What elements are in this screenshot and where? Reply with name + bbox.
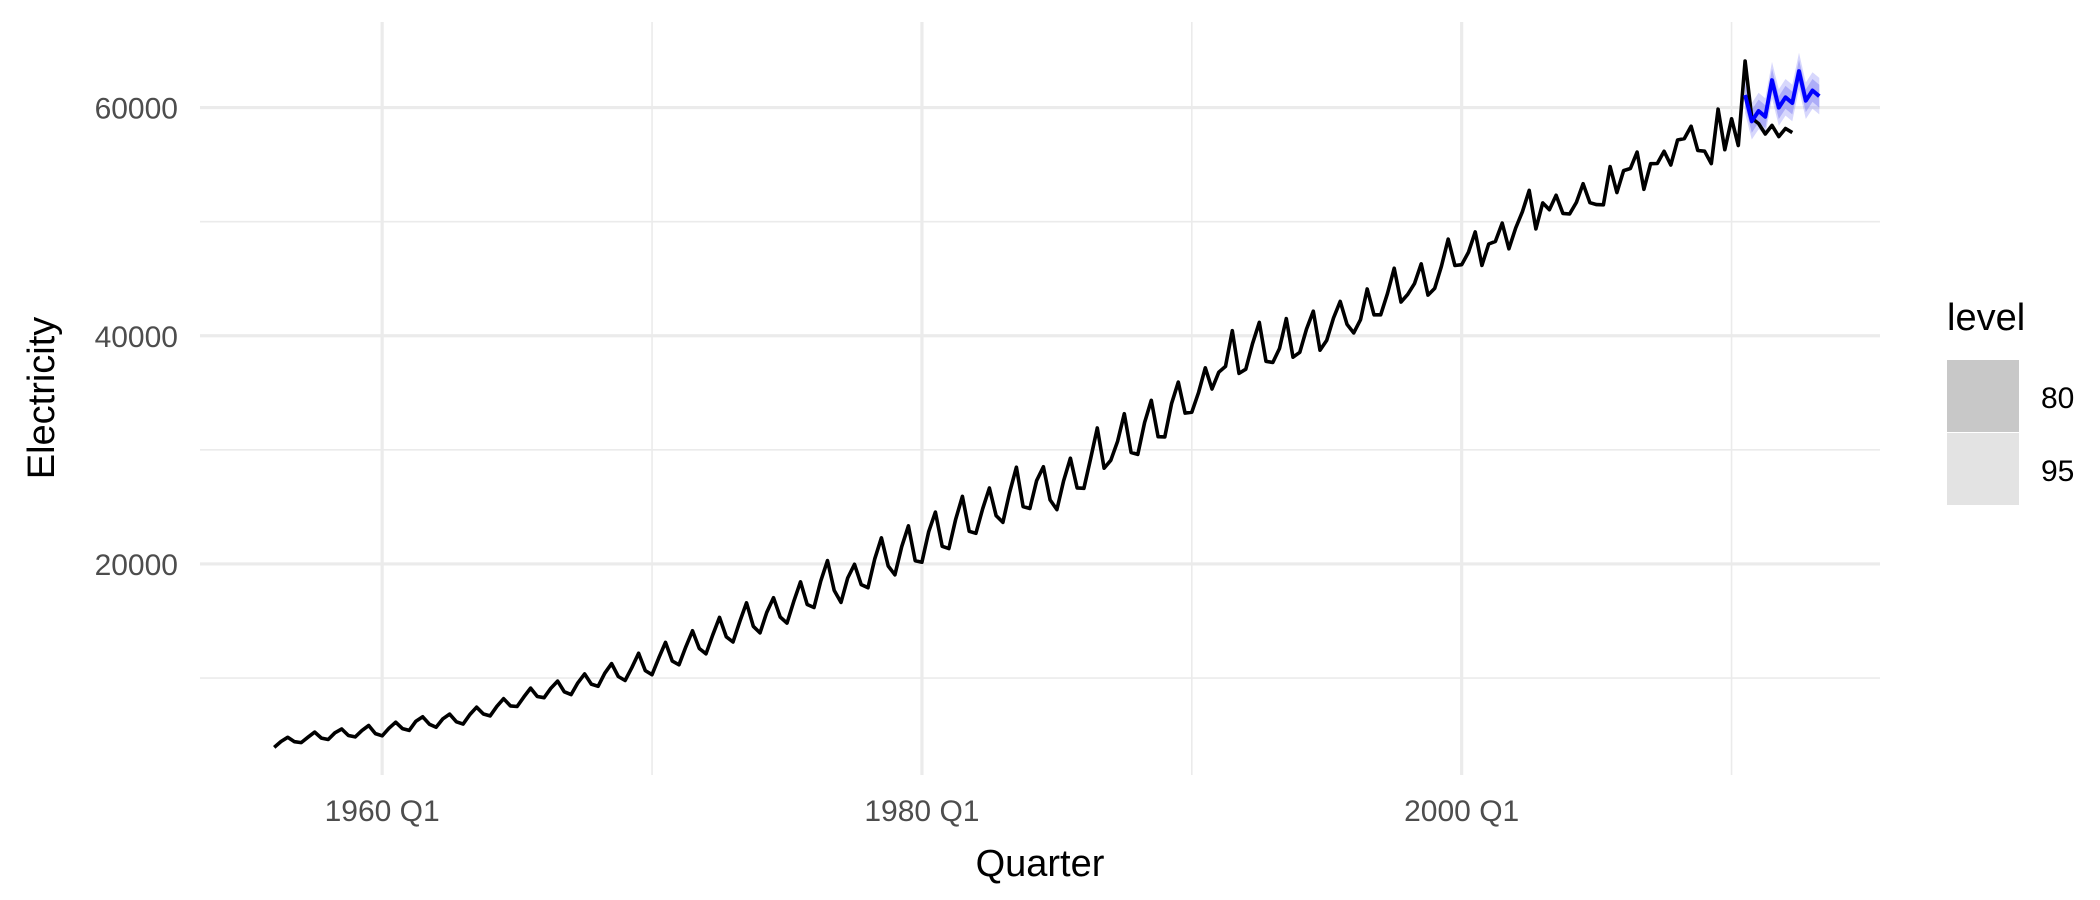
legend-label-95: 95 [2041, 455, 2074, 488]
y-tick-label: 60000 [95, 93, 178, 126]
x-axis-ticks: 1960 Q1 1980 Q1 2000 Q1 [325, 795, 1520, 828]
x-axis-title: Quarter [976, 843, 1105, 885]
x-tick-label: 2000 Q1 [1404, 795, 1519, 828]
minor-gridlines [200, 22, 1880, 775]
x-tick-label: 1960 Q1 [325, 795, 440, 828]
major-gridlines [200, 22, 1880, 775]
x-tick-label: 1980 Q1 [864, 795, 979, 828]
legend-key-95 [1947, 433, 2019, 505]
y-axis-title: Electricity [21, 317, 63, 480]
y-tick-label: 20000 [95, 549, 178, 582]
legend-title: level [1947, 297, 2025, 339]
forecast-mean-line [1743, 69, 1821, 124]
series-lines [273, 59, 1821, 749]
legend-label-80: 80 [2041, 382, 2074, 415]
series-line-electricity [273, 59, 1794, 749]
y-axis-ticks: 20000 40000 60000 [95, 93, 178, 582]
legend: level 80 95 [1947, 297, 2074, 505]
legend-key-80 [1947, 360, 2019, 432]
y-tick-label: 40000 [95, 321, 178, 354]
